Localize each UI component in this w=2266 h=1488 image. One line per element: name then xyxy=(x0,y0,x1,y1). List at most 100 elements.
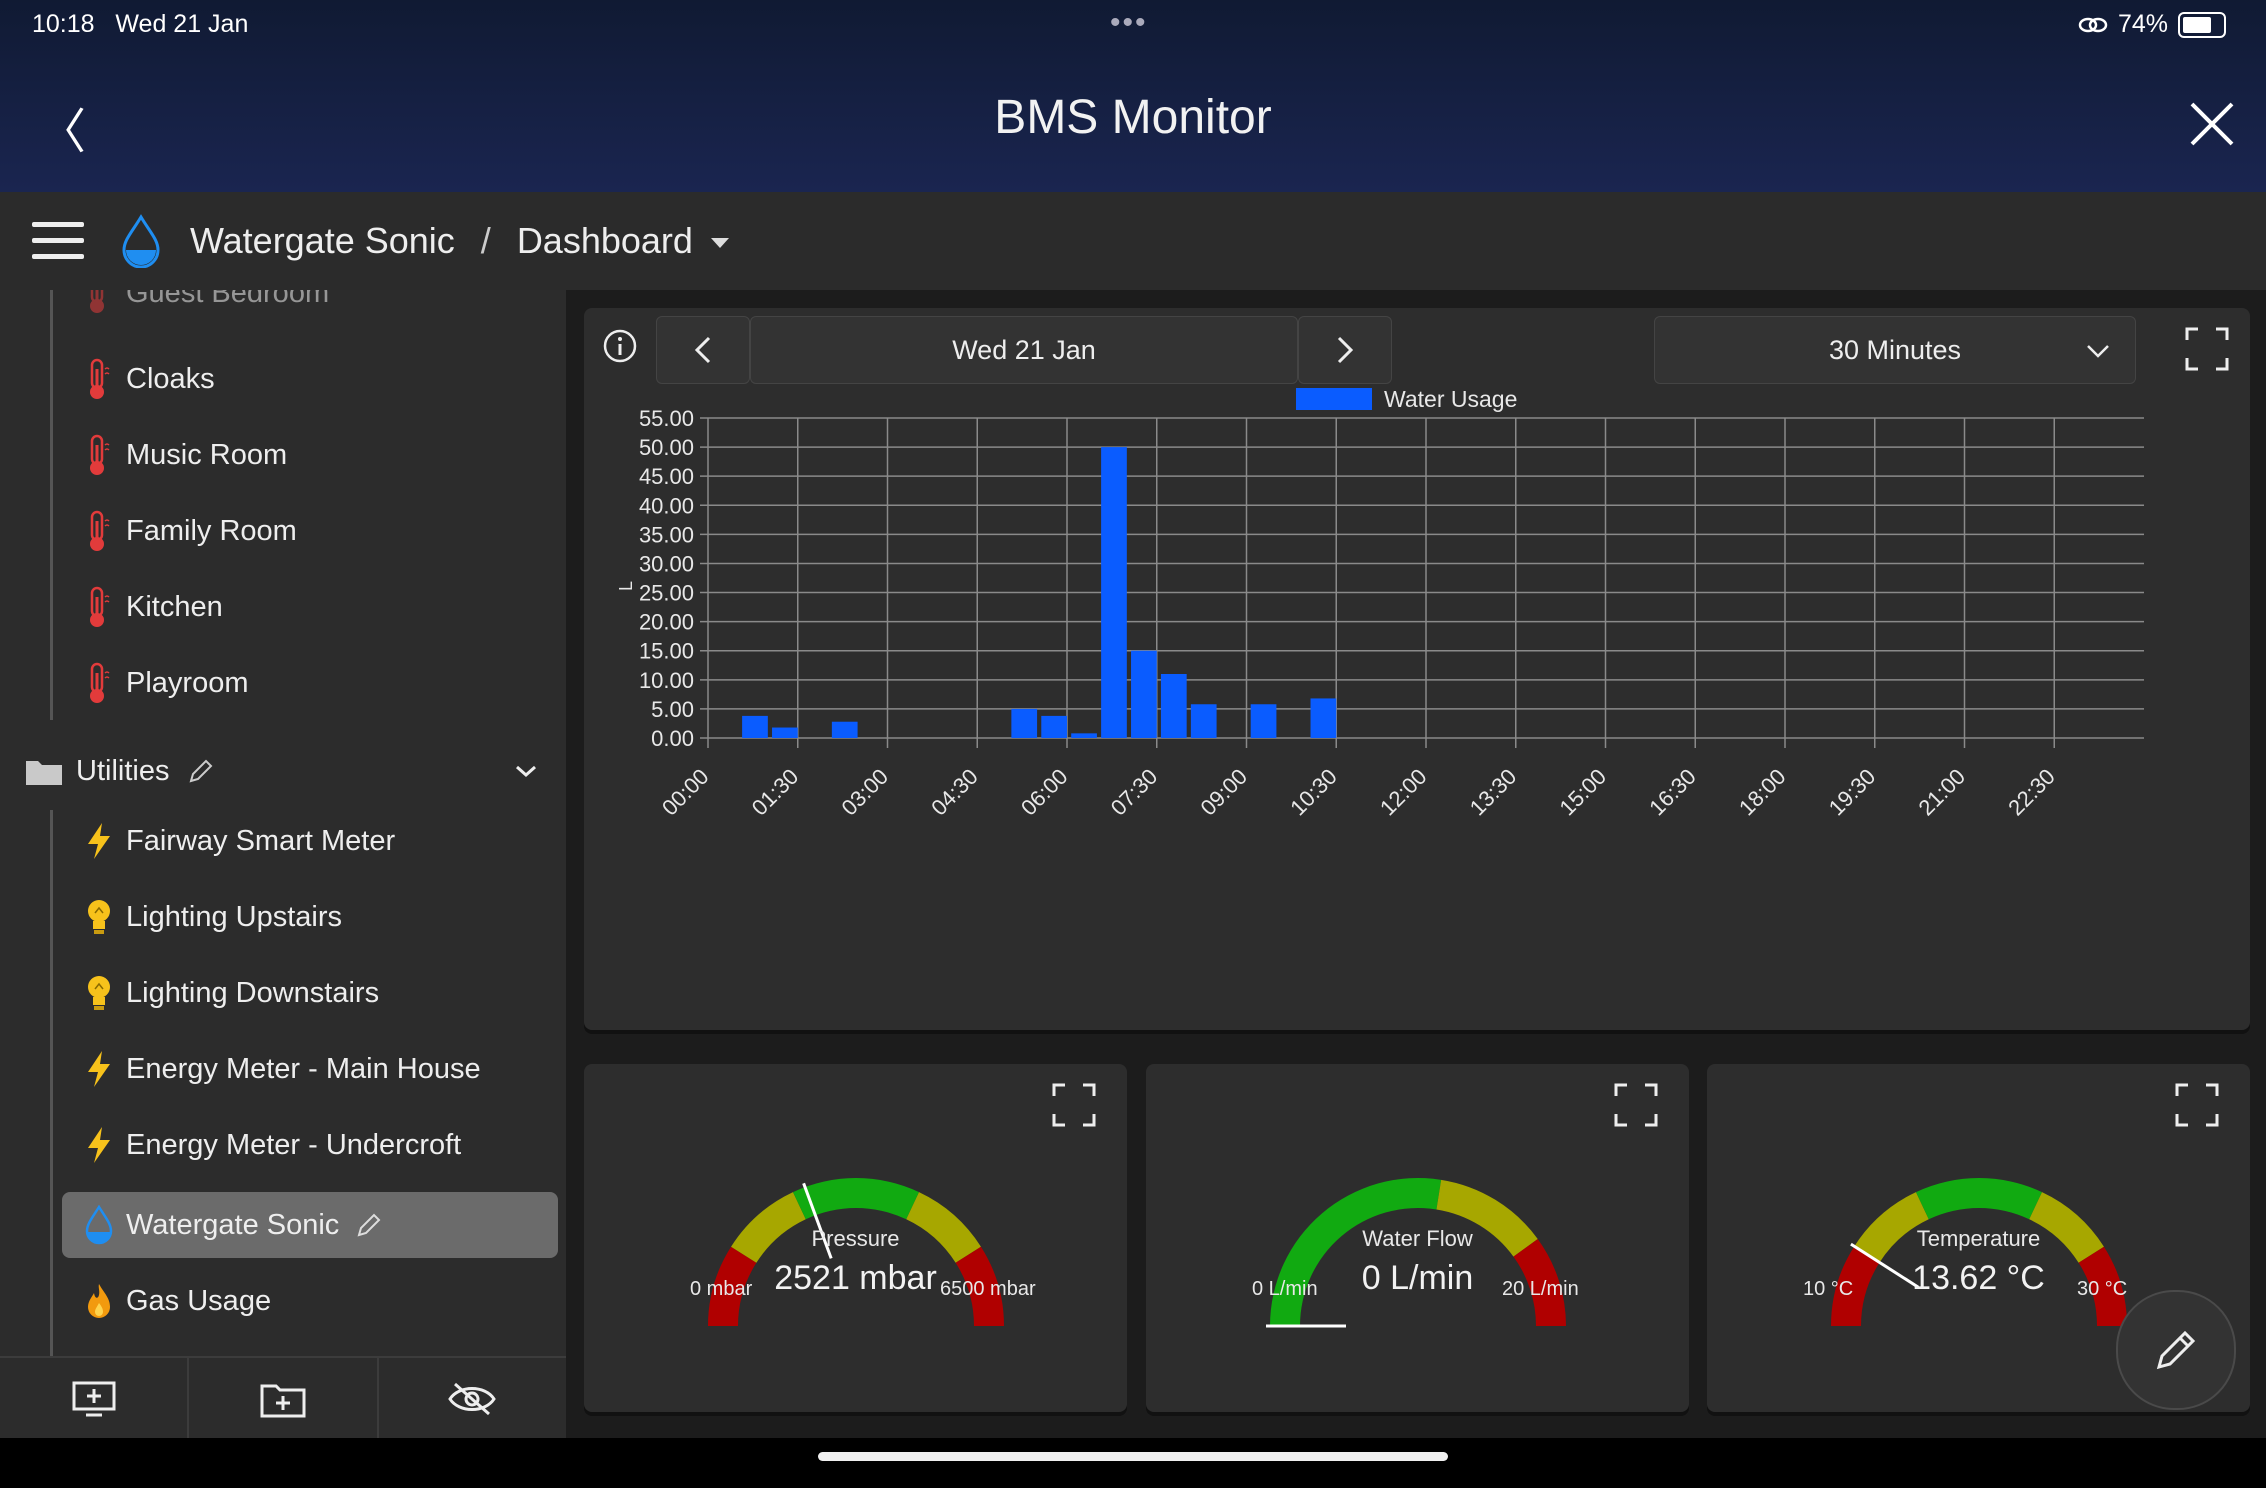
water-usage-chart: Water Usage 55.00 50.00 45.00 40.00 35.00 30.0… xyxy=(616,388,2144,821)
date-display[interactable]: Wed 21 Jan xyxy=(750,316,1298,384)
legend-swatch xyxy=(1296,388,1372,410)
pencil-icon[interactable] xyxy=(355,1211,383,1239)
x-tick-label: 22:30 xyxy=(2003,764,2060,821)
gauge-segment xyxy=(1436,1179,1538,1257)
breadcrumb: Watergate Sonic / Dashboard xyxy=(190,220,729,262)
legend-label: Water Usage xyxy=(1384,388,1517,412)
fullscreen-icon[interactable] xyxy=(1613,1082,1659,1128)
breadcrumb-separator: / xyxy=(480,220,491,261)
breadcrumb-site[interactable]: Watergate Sonic xyxy=(190,220,455,261)
battery-percent: 74% xyxy=(2117,10,2168,38)
folder-plus-icon xyxy=(260,1384,306,1418)
gauge-segment xyxy=(1513,1239,1566,1326)
back-icon[interactable]: 〈 xyxy=(38,106,87,159)
toggle-visibility-button[interactable] xyxy=(379,1358,566,1440)
sidebar-item-utility[interactable]: Energy Meter - Main House xyxy=(84,1042,481,1096)
bar xyxy=(831,721,858,738)
close-icon[interactable] xyxy=(2184,96,2240,152)
sidebar-item-room[interactable]: Music Room xyxy=(84,428,287,482)
interval-select[interactable]: 30 Minutes xyxy=(1654,316,2136,384)
fullscreen-icon[interactable] xyxy=(1051,1082,1097,1128)
gauge-card: Water Flow 0 L/min 0 L/min 20 L/min xyxy=(1146,1064,1689,1412)
sidebar-item-label: Kitchen xyxy=(126,590,223,623)
bar xyxy=(1131,650,1157,738)
x-tick-label: 18:00 xyxy=(1734,764,1791,821)
gauge-value: 2521 mbar xyxy=(774,1259,937,1297)
gauge-value: 0 L/min xyxy=(1361,1259,1474,1297)
y-tick-label: 40.00 xyxy=(639,493,694,518)
sidebar-item-utility[interactable]: Watergate Sonic xyxy=(84,1198,383,1252)
x-tick-label: 01:30 xyxy=(747,764,804,821)
sidebar-item-utility[interactable]: Gas Usage xyxy=(84,1274,271,1328)
status-right: 74% xyxy=(2078,10,2226,39)
sidebar-item-utility[interactable]: Lighting Upstairs xyxy=(84,890,342,944)
gauge-segment xyxy=(792,1178,920,1220)
interval-value: 30 Minutes xyxy=(1828,335,1962,365)
multitask-dots[interactable]: ••• xyxy=(1110,6,1148,39)
sidebar-item-utility[interactable]: Lighting Downstairs xyxy=(84,966,379,1020)
tree-line xyxy=(50,290,53,720)
sidebar-toolbar xyxy=(0,1356,566,1440)
gauge-segment xyxy=(955,1246,1004,1326)
section-utilities[interactable]: Utilities xyxy=(24,740,536,802)
sidebar-item-label: Cloaks xyxy=(126,362,215,395)
bar xyxy=(772,727,798,738)
bar xyxy=(1160,674,1187,738)
add-folder-button[interactable] xyxy=(189,1358,379,1440)
y-tick-label: 25.00 xyxy=(639,581,694,606)
flame-icon xyxy=(84,1279,114,1323)
y-tick-label: 45.00 xyxy=(639,464,694,489)
sidebar-item-room[interactable]: Guest Bedroom xyxy=(84,290,329,320)
pencil-icon[interactable] xyxy=(187,757,215,785)
folder-icon xyxy=(26,761,62,785)
chevron-left-icon xyxy=(694,336,711,364)
battery-icon xyxy=(2178,11,2226,38)
gauge-dial xyxy=(1266,1178,1566,1328)
bar xyxy=(1190,704,1217,738)
gauge-dial xyxy=(1831,1178,2127,1326)
sidebar-item-room[interactable]: Kitchen xyxy=(84,580,223,634)
info-icon[interactable] xyxy=(602,328,638,364)
chevron-down-icon[interactable] xyxy=(514,763,538,779)
sidebar-item-label: Lighting Upstairs xyxy=(126,900,342,933)
next-day-button[interactable] xyxy=(1298,316,1392,384)
sidebar: Guest Bedroom Cloaks Music Room Family Room… xyxy=(0,290,566,1358)
thermometer-icon xyxy=(84,661,114,705)
sidebar-item-utility[interactable]: Fairway Smart Meter xyxy=(84,814,395,868)
bolt-icon xyxy=(84,819,114,863)
thermometer-icon xyxy=(84,509,114,553)
y-tick-label: 15.00 xyxy=(639,639,694,664)
bolt-icon xyxy=(84,1047,114,1091)
sidebar-item-room[interactable]: Family Room xyxy=(84,504,297,558)
gauge-segment xyxy=(731,1192,806,1263)
fullscreen-icon[interactable] xyxy=(2174,1082,2220,1128)
sidebar-item-label: Music Room xyxy=(126,438,288,471)
x-tick-label: 06:00 xyxy=(1016,764,1073,821)
gauge-segment xyxy=(1831,1246,1880,1326)
x-tick-label: 00:00 xyxy=(657,764,714,821)
fullscreen-icon[interactable] xyxy=(2184,326,2230,372)
prev-day-button[interactable] xyxy=(656,316,750,384)
sidebar-item-utility[interactable]: Energy Meter - Undercroft xyxy=(84,1118,461,1172)
sidebar-item-label: Energy Meter - Undercroft xyxy=(126,1128,462,1161)
section-label: Utilities xyxy=(76,754,170,787)
x-tick-label: 21:00 xyxy=(1913,764,1970,821)
y-tick-label: 10.00 xyxy=(639,668,694,693)
x-tick-label: 13:30 xyxy=(1465,764,1522,821)
add-dashboard-button[interactable] xyxy=(0,1358,190,1440)
gauge-segment xyxy=(1854,1192,1929,1263)
sidebar-item-room[interactable]: Playroom xyxy=(84,656,249,710)
edit-button[interactable] xyxy=(2116,1290,2236,1410)
menu-icon[interactable] xyxy=(32,222,84,260)
thermometer-icon xyxy=(84,585,114,629)
gauge-dial xyxy=(708,1178,1004,1326)
y-tick-label: 5.00 xyxy=(651,697,694,722)
chevron-down-icon[interactable] xyxy=(710,238,729,249)
y-tick-label: 30.00 xyxy=(639,551,694,576)
thermometer-icon xyxy=(84,357,114,401)
breadcrumb-page[interactable]: Dashboard xyxy=(516,220,693,261)
water-drop-icon xyxy=(122,214,160,268)
x-tick-label: 12:00 xyxy=(1375,764,1432,821)
x-tick-label: 19:30 xyxy=(1824,764,1881,821)
sidebar-item-room[interactable]: Cloaks xyxy=(84,352,215,406)
